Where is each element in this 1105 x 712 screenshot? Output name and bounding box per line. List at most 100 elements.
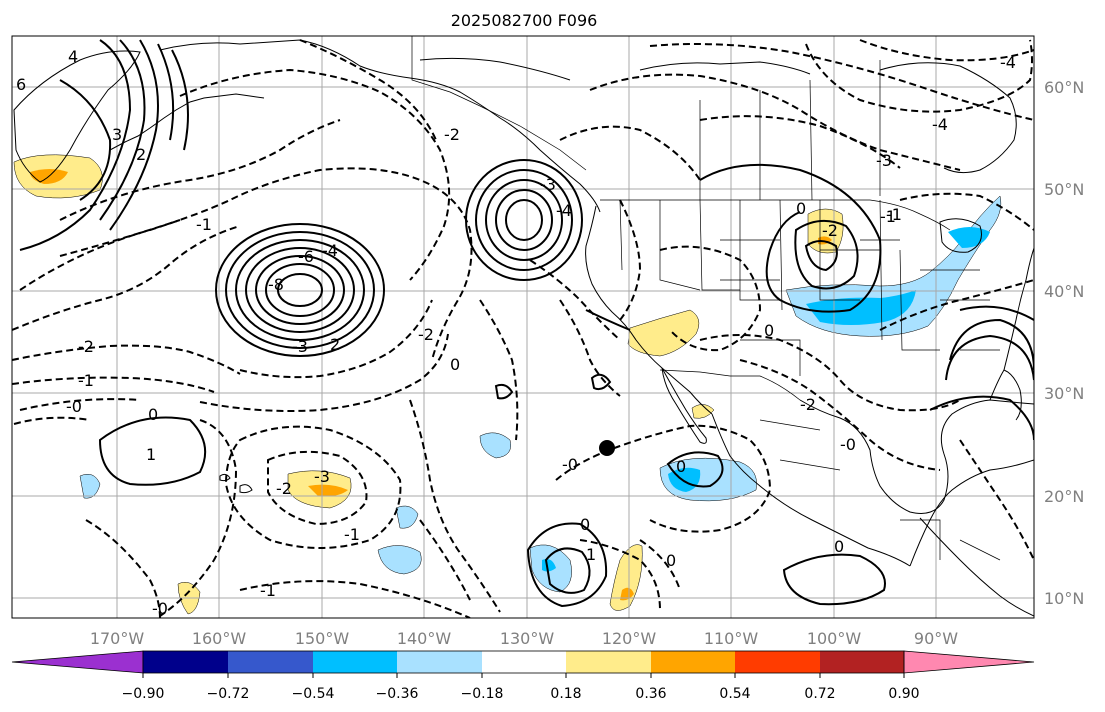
dash-18 — [559, 299, 621, 397]
dash-5 — [19, 398, 141, 411]
dash-32 — [879, 279, 1034, 331]
dash-30 — [699, 334, 961, 412]
east-tropical-contour — [782, 553, 886, 606]
contour-label: -2 — [276, 479, 292, 498]
dash-12 — [224, 425, 402, 549]
high-contour-1 — [215, 223, 385, 357]
dash-20 — [579, 539, 661, 611]
high-contour-6 — [265, 263, 335, 317]
contours-negative — [12, 39, 1034, 618]
contour-label: -3 — [314, 467, 330, 486]
tropical-low-1 — [526, 522, 608, 608]
coast-great-lakes — [939, 218, 982, 253]
border-mexico-states — [759, 419, 1001, 561]
border-alaska-canada — [411, 36, 587, 171]
tropical-low-2 — [544, 547, 591, 594]
colorbar-label: 0.54 — [719, 686, 750, 702]
contour-labels: 6 4 3 2 -4 -6 -8 -3 2 -2 -1 -0 0 1 -3 -2… — [16, 47, 1016, 618]
coast-gulf — [909, 459, 1034, 567]
dash-36 — [419, 519, 471, 601]
shade-negative-south — [377, 545, 422, 575]
coast-east — [1003, 247, 1034, 371]
contour-label: 0 — [834, 537, 844, 556]
dash-6 — [59, 119, 341, 221]
contour-label: -1 — [260, 581, 276, 600]
gulf-contour — [929, 395, 1034, 441]
coast-arctic — [419, 57, 811, 81]
graticule — [12, 36, 1034, 618]
contour-label: -2 — [822, 221, 838, 240]
plains-contour-3 — [804, 240, 838, 272]
contour-label: 3 — [112, 125, 122, 144]
dash-15 — [409, 399, 501, 613]
contour-label: 0 — [676, 457, 686, 476]
colorbar-label: −0.72 — [207, 686, 250, 702]
dash-9 — [299, 39, 437, 141]
dash-4 — [12, 376, 215, 393]
dash-27 — [859, 39, 1034, 62]
high-contour-5 — [255, 255, 345, 325]
dash-13 — [267, 450, 368, 526]
dash-3 — [12, 344, 241, 375]
lat-tick-label: 30°N — [1044, 384, 1084, 403]
shade-positive-tropical-east-core — [620, 587, 634, 601]
plains-contour-1 — [699, 163, 882, 313]
colorbar-outline — [142, 650, 905, 674]
dash-8 — [179, 68, 451, 281]
coast-kamchatka — [13, 50, 141, 183]
dash-16 — [239, 580, 471, 618]
lon-tick-label: 170°W — [90, 629, 145, 648]
contour-label: -2 — [418, 325, 434, 344]
small-contour-b — [590, 373, 612, 391]
ne-pacific-contour-2 — [475, 169, 573, 271]
dash-34 — [959, 439, 1034, 561]
dash-38 — [13, 416, 91, 425]
contour-label: 0 — [580, 515, 590, 534]
colorbar-label: −0.90 — [122, 686, 165, 702]
ne-pacific-contour-3 — [485, 179, 563, 261]
lon-tick-label: 140°W — [397, 629, 452, 648]
dash-11 — [199, 333, 449, 412]
dash-33 — [899, 192, 1034, 231]
contour-label: 0 — [666, 551, 676, 570]
contour-label: -1 — [344, 525, 360, 544]
border-canada-provinces — [699, 60, 881, 201]
contour-label: -1 — [886, 205, 902, 224]
border-us-canada — [600, 199, 951, 231]
colorbar-segment — [397, 651, 482, 673]
contour-label: -8 — [268, 275, 284, 294]
coast-florida — [989, 369, 1022, 421]
contour-label: -0 — [840, 435, 856, 454]
border-us-mexico — [659, 369, 801, 401]
colorbar-segment — [313, 651, 397, 673]
colorbar-segment — [143, 651, 228, 673]
lat-tick-label: 60°N — [1044, 78, 1084, 97]
dash-22 — [559, 125, 701, 181]
mexico-contour — [666, 451, 724, 488]
west-coast-contour — [585, 309, 631, 331]
lon-tick-label: 120°W — [602, 629, 657, 648]
contour-label: -1 — [196, 215, 212, 234]
colorbar-segment — [566, 651, 651, 673]
coast-hawaii-a — [219, 473, 231, 482]
colorbar-label: 0.90 — [888, 686, 919, 702]
point-marker — [599, 440, 615, 456]
lon-tick-label: 110°W — [704, 629, 759, 648]
contour-label: -4 — [1000, 53, 1016, 72]
high-contour-3 — [235, 239, 365, 341]
coast-aleutians — [109, 93, 265, 151]
southeast-contour-1 — [945, 305, 1034, 381]
colorbar-label: 0.18 — [550, 686, 581, 702]
dash-19 — [555, 424, 772, 533]
map-area: 6 4 3 2 -4 -6 -8 -3 2 -2 -1 -0 0 1 -3 -2… — [12, 36, 1034, 618]
colorbar-label: −0.36 — [376, 686, 419, 702]
shade-positive-california — [627, 309, 700, 357]
border-states-3 — [720, 239, 1000, 376]
dash-21 — [639, 539, 681, 591]
lon-tick-label: 100°W — [807, 629, 862, 648]
high-contour-7 — [277, 273, 323, 307]
colorbar: −0.90 −0.72 −0.54 −0.36 −0.18 0.18 0.36 … — [11, 650, 1035, 702]
dash-26 — [805, 39, 1033, 113]
lon-tick-label: 90°W — [914, 629, 958, 648]
